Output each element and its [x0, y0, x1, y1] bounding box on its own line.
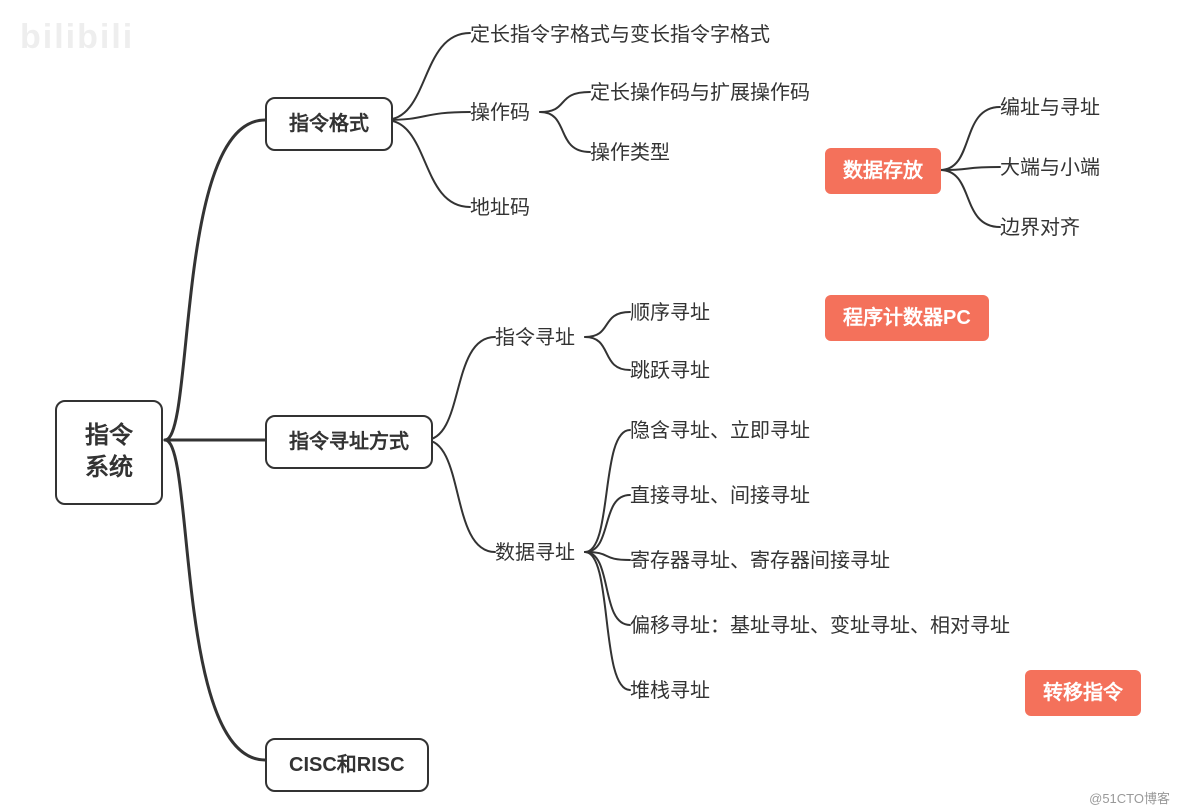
instr-c2: 跳跃寻址 — [630, 358, 710, 384]
opcode-c1: 定长操作码与扩展操作码 — [590, 80, 810, 106]
opcode-c2: 操作类型 — [590, 140, 670, 166]
format-item1: 定长指令字格式与变长指令字格式 — [470, 22, 770, 48]
data-c5: 堆栈寻址 — [630, 678, 710, 704]
storage-c3: 边界对齐 — [1000, 215, 1080, 241]
root-line1: 指令 — [85, 420, 133, 452]
branch-format: 指令格式 — [265, 97, 393, 151]
branch-ciscrisc: CISC和RISC — [265, 738, 429, 792]
connector-layer — [0, 0, 1184, 811]
data-c1: 隐含寻址、立即寻址 — [630, 418, 810, 444]
addr-instr: 指令寻址 — [495, 325, 575, 351]
branch-addressing: 指令寻址方式 — [265, 415, 433, 469]
format-item3: 地址码 — [470, 195, 530, 221]
root-node: 指令 系统 — [55, 400, 163, 505]
data-c4: 偏移寻址：基址寻址、变址寻址、相对寻址 — [630, 613, 1010, 639]
data-c2: 直接寻址、间接寻址 — [630, 483, 810, 509]
format-opcode: 操作码 — [470, 100, 530, 126]
addr-data: 数据寻址 — [495, 540, 575, 566]
highlight-pc: 程序计数器PC — [825, 295, 989, 341]
highlight-storage: 数据存放 — [825, 148, 941, 194]
data-c3: 寄存器寻址、寄存器间接寻址 — [630, 548, 890, 574]
storage-c2: 大端与小端 — [1000, 155, 1100, 181]
instr-c1: 顺序寻址 — [630, 300, 710, 326]
watermark-bottomright: @51CTO博客 — [1089, 788, 1170, 807]
root-line2: 系统 — [85, 452, 133, 484]
highlight-branch: 转移指令 — [1025, 670, 1141, 716]
storage-c1: 编址与寻址 — [1000, 95, 1100, 121]
